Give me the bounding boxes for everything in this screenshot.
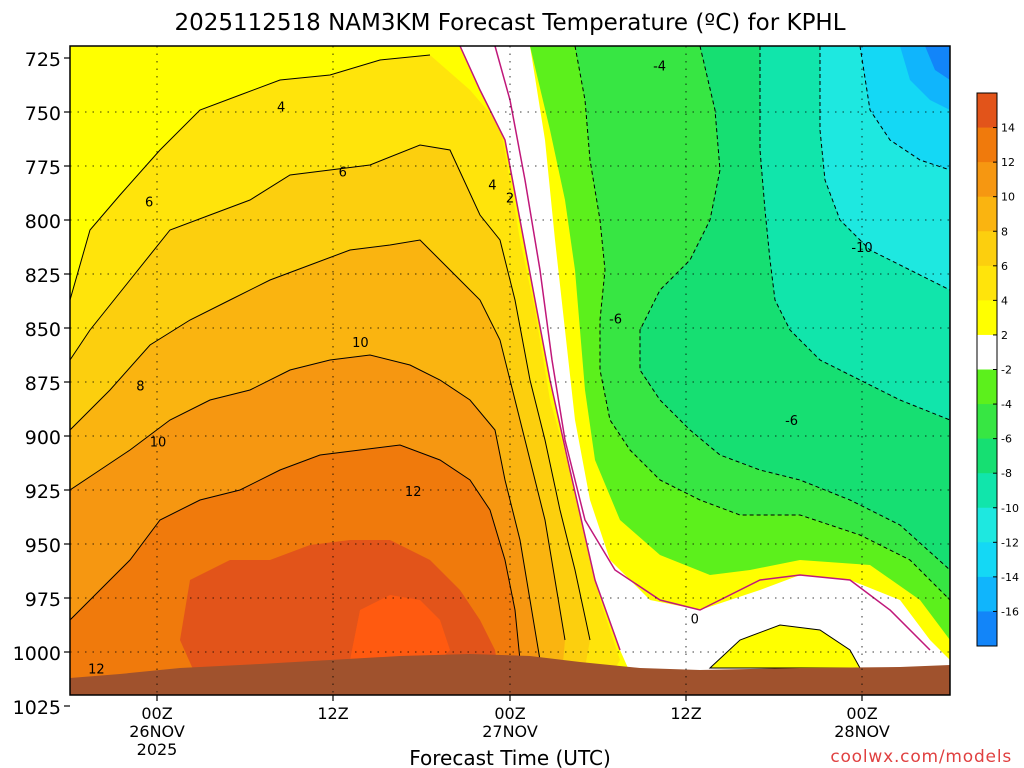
contour-label: 12 <box>88 662 105 677</box>
y-tick-label: 775 <box>25 157 61 179</box>
colorbar-label: 8 <box>1001 225 1008 238</box>
colorbar-swatch <box>977 334 997 370</box>
contour-label: -4 <box>653 60 666 75</box>
contour-label: 4 <box>277 101 285 116</box>
contour-label: -10 <box>851 241 872 256</box>
contour-label: -6 <box>785 414 798 429</box>
colorbar-label: 14 <box>1001 122 1015 135</box>
colorbar-swatch <box>977 300 997 336</box>
y-tick-label: 875 <box>25 373 61 395</box>
colorbar-swatch <box>977 473 997 509</box>
colorbar-label: 4 <box>1001 294 1008 307</box>
colorbar-swatch <box>977 542 997 578</box>
y-tick-label: 1025 <box>13 697 61 719</box>
colorbar-swatch <box>977 127 997 163</box>
terrain <box>70 654 950 695</box>
contour-label: 10 <box>352 336 369 351</box>
contour-label: 12 <box>405 485 422 500</box>
y-tick-label: 850 <box>25 319 61 341</box>
contour-label: 4 <box>488 178 496 193</box>
contour-label: 6 <box>145 196 153 211</box>
contour-label: 10 <box>150 435 167 450</box>
colorbar-swatch <box>977 611 997 647</box>
y-axis: 725 750 775 800 825 850 875 900 925 950 975 1000 102… <box>13 49 70 719</box>
y-tick-label: 825 <box>25 265 61 287</box>
colorbar-swatch <box>977 369 997 405</box>
chart-title: 2025112518 NAM3KM Forecast Temperature (… <box>174 10 845 36</box>
contour-label: 2 <box>506 191 514 206</box>
x-tick-label: 27NOV <box>482 722 538 741</box>
colorbar-label: -8 <box>1001 467 1012 480</box>
contour-label: 6 <box>339 165 347 180</box>
cold-contour-lines <box>574 46 950 601</box>
colorbar-label: -2 <box>1001 364 1012 377</box>
colorbar-swatch <box>977 93 997 129</box>
colorbar-swatch <box>977 162 997 198</box>
colorbar-swatch <box>977 438 997 474</box>
band-14-core <box>350 595 450 675</box>
watermark: coolwx.com/models <box>830 747 1012 767</box>
x-tick-label: 12Z <box>670 704 701 723</box>
zero-isotherm-warm <box>459 46 621 651</box>
y-tick-label: 900 <box>25 427 61 449</box>
colorbar-swatch <box>977 507 997 543</box>
colorbar-swatch <box>977 404 997 440</box>
contour-label: -6 <box>609 312 622 327</box>
colorbar: 14 12 10 8 6 4 2 -2 -4 -6 -8 -10 -12 -14 -16 <box>976 92 1019 647</box>
colorbar-label: -16 <box>1001 605 1019 618</box>
y-tick-label: 1000 <box>13 643 61 665</box>
dotted-grid <box>70 46 950 695</box>
band-minus-16 <box>925 46 950 80</box>
colorbar-label: -14 <box>1001 571 1019 584</box>
x-tick-label: 00Z <box>141 704 172 723</box>
colorbar-label: -4 <box>1001 398 1012 411</box>
x-tick-label: 2025 <box>137 740 178 759</box>
contour-label: 0 <box>691 613 699 628</box>
colorbar-label: -6 <box>1001 433 1012 446</box>
y-tick-label: 975 <box>25 589 61 611</box>
y-tick-label: 725 <box>25 49 61 71</box>
colorbar-label: 10 <box>1001 191 1015 204</box>
y-tick-label: 925 <box>25 481 61 503</box>
x-tick-label: 28NOV <box>834 722 890 741</box>
contour-label: 8 <box>136 379 144 394</box>
colorbar-swatch <box>977 196 997 232</box>
x-tick-label: 26NOV <box>129 722 185 741</box>
y-tick-label: 950 <box>25 535 61 557</box>
colorbar-label: 6 <box>1001 260 1008 273</box>
colorbar-label: 2 <box>1001 329 1008 342</box>
x-tick-label: 00Z <box>494 704 525 723</box>
x-axis-label: Forecast Time (UTC) <box>409 746 611 768</box>
colorbar-swatch <box>977 265 997 301</box>
colorbar-label: 12 <box>1001 156 1015 169</box>
plot-area <box>70 46 950 695</box>
y-tick-label: 800 <box>25 211 61 233</box>
zero-isotherm <box>494 46 931 651</box>
y-tick-label: 750 <box>25 103 61 125</box>
x-tick-label: 00Z <box>846 704 877 723</box>
colorbar-swatch <box>977 231 997 267</box>
band-near-zero <box>460 46 950 695</box>
x-tick-label: 12Z <box>317 704 348 723</box>
colorbar-swatch <box>977 576 997 612</box>
colorbar-label: -10 <box>1001 502 1019 515</box>
colorbar-label: -12 <box>1001 536 1019 549</box>
